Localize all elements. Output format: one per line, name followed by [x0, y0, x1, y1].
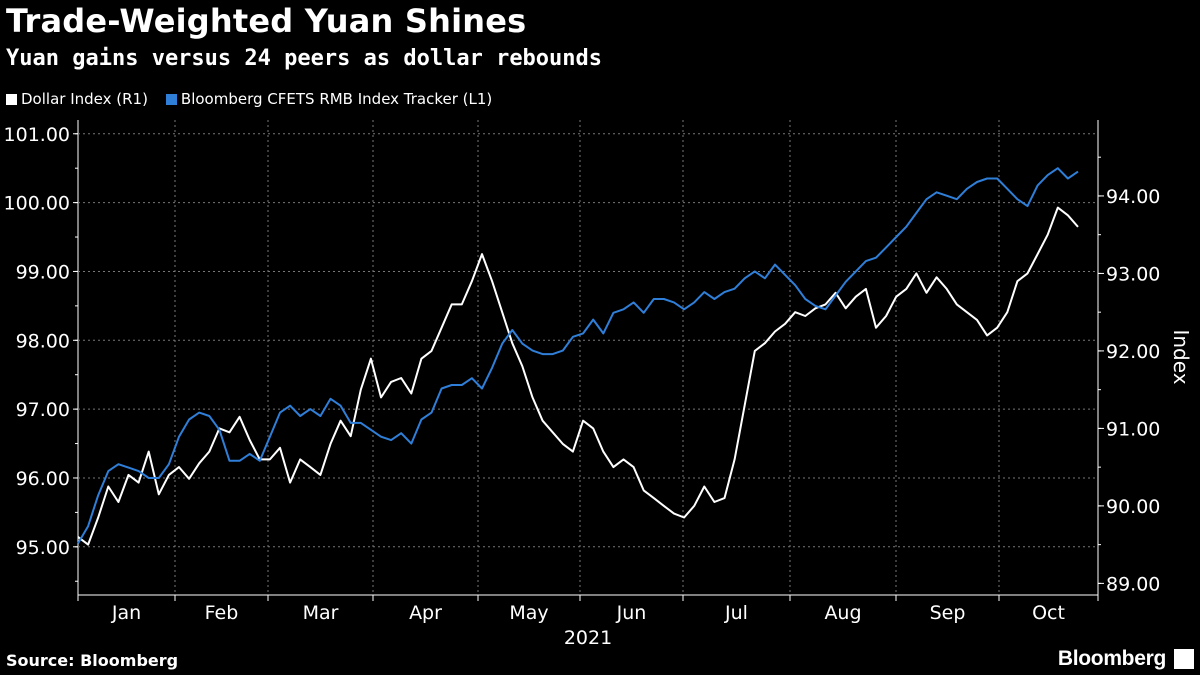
right-tick-label: 91.00	[1106, 418, 1160, 440]
right-tick-label: 92.00	[1106, 341, 1160, 363]
right-axis-label: Index	[1169, 329, 1193, 384]
series-line-dollar-index	[77, 206, 1079, 546]
legend-label-dollar: Dollar Index (R1)	[21, 90, 148, 108]
left-tick-label: 101.00	[4, 124, 70, 146]
chart-subtitle: Yuan gains versus 24 peers as dollar reb…	[6, 46, 603, 71]
legend-item-dollar: Dollar Index (R1)	[6, 90, 148, 108]
x-year-label: 2021	[564, 627, 612, 649]
left-tick-label: 95.00	[16, 537, 70, 559]
legend-swatch-dollar	[6, 93, 17, 105]
legend: Dollar Index (R1) Bloomberg CFETS RMB In…	[6, 90, 492, 108]
x-tick-label: Sep	[930, 602, 966, 624]
chart-title: Trade-Weighted Yuan Shines	[6, 2, 527, 40]
left-tick-label: 96.00	[16, 468, 70, 490]
bloomberg-logo-icon	[1174, 649, 1194, 669]
left-tick-label: 100.00	[4, 193, 70, 215]
x-tick-label: Aug	[824, 602, 861, 624]
x-tick-label: Feb	[205, 602, 239, 624]
bloomberg-brand: Bloomberg	[1057, 647, 1166, 670]
left-tick-label: 98.00	[16, 330, 70, 352]
right-tick-label: 89.00	[1106, 573, 1160, 595]
left-tick-label: 97.00	[16, 399, 70, 421]
x-tick-label: May	[509, 602, 548, 624]
x-tick-label: Apr	[409, 602, 442, 624]
right-tick-label: 93.00	[1106, 263, 1160, 285]
legend-item-cfets: Bloomberg CFETS RMB Index Tracker (L1)	[165, 90, 493, 108]
right-tick-label: 90.00	[1106, 496, 1160, 518]
x-tick-label: Jun	[616, 602, 647, 624]
x-tick-label: Mar	[303, 602, 339, 624]
x-tick-label: Oct	[1032, 602, 1065, 624]
left-tick-label: 99.00	[16, 261, 70, 283]
legend-swatch-cfets	[165, 93, 177, 105]
series-line-cfets-tracker	[77, 167, 1079, 544]
source-label: Source: Bloomberg	[6, 651, 179, 670]
x-tick-label: Jul	[724, 602, 748, 624]
legend-label-cfets: Bloomberg CFETS RMB Index Tracker (L1)	[180, 90, 493, 108]
x-tick-label: Jan	[111, 602, 141, 624]
right-tick-label: 94.00	[1106, 186, 1160, 208]
